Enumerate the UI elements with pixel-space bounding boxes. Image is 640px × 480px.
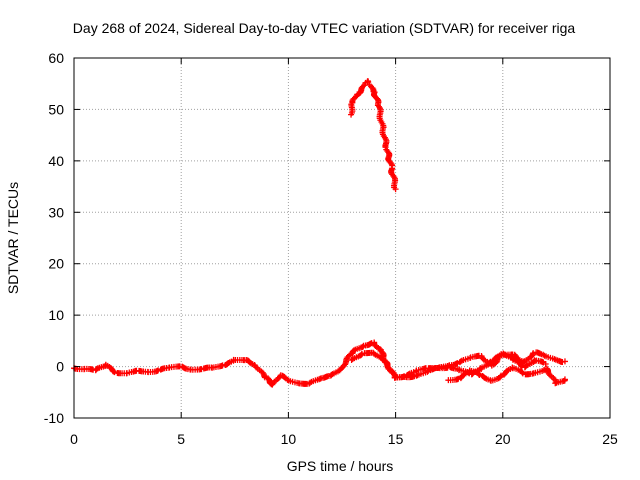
x-tick-label: 15 xyxy=(388,431,404,447)
y-axis-label: SDTVAR / TECUs xyxy=(5,182,21,294)
x-tick-label: 10 xyxy=(281,431,297,447)
series-1 xyxy=(348,349,549,381)
y-tick-label: 30 xyxy=(48,204,64,220)
x-tick-label: 20 xyxy=(495,431,511,447)
x-axis-label: GPS time / hours xyxy=(287,458,394,474)
data-point xyxy=(518,362,525,369)
data-point xyxy=(392,186,399,193)
data-point xyxy=(261,374,268,381)
data-point xyxy=(519,370,526,377)
data-point xyxy=(111,369,118,376)
y-tick-label: 0 xyxy=(56,359,64,375)
data-point xyxy=(561,376,568,383)
plot-frame xyxy=(73,57,611,419)
series-0 xyxy=(71,339,568,388)
y-tick-label: 60 xyxy=(48,50,64,66)
data-point xyxy=(542,361,549,367)
chart-title: Day 268 of 2024, Sidereal Day-to-day VTE… xyxy=(73,20,576,36)
data-point xyxy=(561,358,568,365)
axis-ticks: 0 5 10 15 20 25 -10 0 10 20 30 40 50 60 xyxy=(44,50,618,447)
x-tick-label: 0 xyxy=(70,431,78,447)
y-tick-label: 20 xyxy=(48,256,64,272)
y-tick-label: 40 xyxy=(48,153,64,169)
y-tick-label: -10 xyxy=(44,410,64,426)
data-point xyxy=(110,368,117,375)
data-point xyxy=(284,376,291,383)
y-tick-label: 10 xyxy=(48,307,64,323)
data-point xyxy=(476,372,483,379)
data-point xyxy=(482,375,489,382)
x-tick-label: 25 xyxy=(602,431,618,447)
data-point xyxy=(225,360,232,367)
data-marks xyxy=(71,78,568,388)
data-point xyxy=(498,372,505,379)
y-tick-label: 50 xyxy=(48,101,64,117)
series-3 xyxy=(348,78,399,193)
series-2 xyxy=(445,364,568,387)
x-tick-label: 5 xyxy=(177,431,185,447)
data-point xyxy=(523,362,530,369)
